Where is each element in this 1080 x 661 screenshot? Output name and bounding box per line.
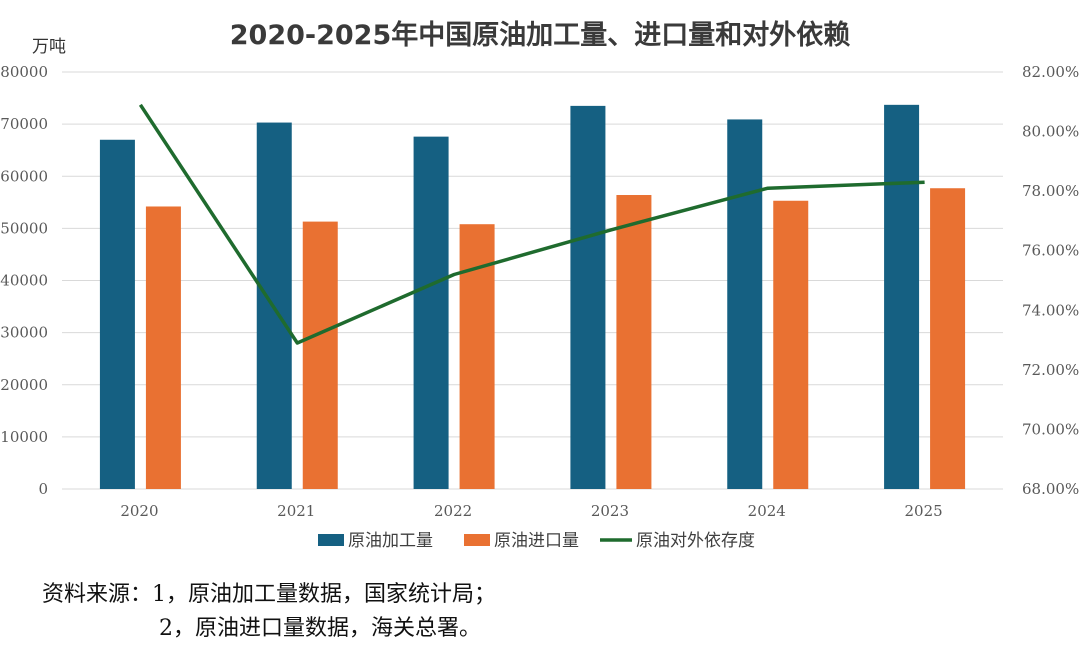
left-axis-ticks: 0 10000 20000 30000 40000 50000 60000 70000 8000… <box>0 63 48 498</box>
bar-series <box>99 104 966 490</box>
combo-chart: 2020-2025年中国原油加工量、进口量和对外依赖 万吨 0 10000 2000… <box>0 19 1079 551</box>
left-tick-label: 30000 <box>0 324 48 342</box>
left-tick-label: 80000 <box>0 63 48 81</box>
bar-processing <box>884 104 920 490</box>
right-tick-label: 74.00% <box>1022 301 1079 319</box>
x-axis-ticks: 2020 2021 2022 2023 2024 2025 <box>120 502 942 520</box>
left-tick-label: 40000 <box>0 272 48 290</box>
legend: 原油加工量 原油进口量 原油对外依存度 <box>318 531 755 551</box>
source-line-2: 2，原油进口量数据，海关总署。 <box>159 616 481 641</box>
right-tick-label: 78.00% <box>1022 182 1079 200</box>
bar-import <box>302 221 338 489</box>
right-tick-label: 76.00% <box>1022 242 1079 260</box>
bar-processing <box>99 139 135 489</box>
x-tick-label: 2020 <box>120 502 158 520</box>
bar-processing <box>570 105 606 489</box>
right-tick-label: 72.00% <box>1022 361 1079 379</box>
x-tick-label: 2025 <box>904 502 942 520</box>
x-tick-label: 2021 <box>277 502 315 520</box>
bar-import <box>616 195 652 489</box>
right-tick-label: 80.00% <box>1022 123 1079 141</box>
left-tick-label: 60000 <box>0 167 48 185</box>
legend-label: 原油加工量 <box>348 531 433 551</box>
x-tick-label: 2024 <box>748 502 786 520</box>
left-tick-label: 10000 <box>0 428 48 446</box>
data-source-note: 资料来源：1，原油加工量数据，国家统计局； 2，原油进口量数据，海关总署。 <box>42 578 496 646</box>
bar-import <box>145 206 181 490</box>
legend-label: 原油进口量 <box>494 531 579 551</box>
x-tick-label: 2022 <box>434 502 472 520</box>
legend-swatch <box>318 534 344 546</box>
legend-label: 原油对外依存度 <box>636 531 755 551</box>
bar-import <box>930 188 966 489</box>
chart-title: 2020-2025年中国原油加工量、进口量和对外依赖 <box>230 19 851 51</box>
right-axis-ticks: 68.00% 70.00% 72.00% 74.00% 76.00% 78.00% 80.0… <box>1022 63 1079 498</box>
line-series <box>138 103 925 345</box>
x-tick-label: 2023 <box>591 502 629 520</box>
gridlines <box>62 71 1003 490</box>
legend-swatch <box>464 534 490 546</box>
bar-processing <box>727 119 763 489</box>
right-tick-label: 68.00% <box>1022 480 1079 498</box>
left-tick-label: 50000 <box>0 219 48 237</box>
left-tick-label: 20000 <box>0 376 48 394</box>
right-tick-label: 82.00% <box>1022 63 1079 81</box>
left-tick-label: 70000 <box>0 115 48 133</box>
right-tick-label: 70.00% <box>1022 420 1079 438</box>
dependency-line <box>138 103 925 345</box>
source-line-1: 资料来源：1，原油加工量数据，国家统计局； <box>42 582 496 607</box>
bar-import <box>773 200 809 489</box>
bar-processing <box>413 136 449 489</box>
y-axis-unit-label: 万吨 <box>32 37 66 57</box>
left-tick-label: 0 <box>38 480 48 498</box>
